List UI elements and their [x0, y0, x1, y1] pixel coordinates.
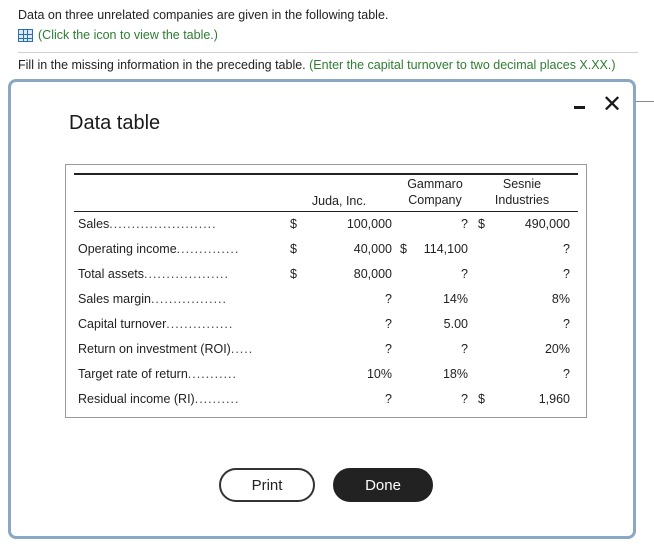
header-sesnie-line2: Industries — [494, 193, 550, 207]
row-label-text: Capital turnover — [78, 317, 167, 331]
cell-gammaro: ? — [461, 342, 468, 356]
cell-juda: ? — [385, 342, 392, 356]
data-table-dialog: Data table ✕ Juda, Inc. Gammaro Company … — [8, 79, 636, 539]
currency-symbol: $ — [478, 217, 485, 231]
row-label: Operating income.............. — [78, 242, 239, 256]
cell-juda: ? — [385, 292, 392, 306]
cell-sesnie: 1,960 — [538, 392, 570, 406]
dialog-connector-line — [630, 101, 654, 102]
cell-gammaro: 14% — [442, 292, 468, 306]
cell-sesnie: ? — [563, 267, 570, 281]
currency-symbol: $ — [290, 267, 297, 281]
currency-symbol: $ — [400, 242, 407, 256]
divider — [18, 52, 638, 53]
currency-symbol: $ — [290, 217, 297, 231]
leader-dots: ............... — [166, 317, 234, 331]
cell-juda: 100,000 — [346, 217, 392, 231]
header-sesnie-line1: Sesnie — [502, 177, 542, 191]
cell-juda: ? — [385, 392, 392, 406]
leader-dots: .......... — [194, 392, 240, 406]
question-text: Data on three unrelated companies are gi… — [18, 8, 389, 22]
table-grid-icon[interactable] — [18, 28, 33, 42]
instruction-main: Fill in the missing information in the p… — [18, 58, 306, 72]
cell-sesnie: 490,000 — [524, 217, 570, 231]
row-label-text: Target rate of return — [78, 367, 188, 381]
cell-gammaro: 18% — [442, 367, 468, 381]
cell-juda: 80,000 — [353, 267, 392, 281]
row-label: Return on investment (ROI)..... — [78, 342, 253, 356]
minimize-icon[interactable] — [572, 97, 588, 115]
cell-sesnie: 8% — [551, 292, 570, 306]
print-button[interactable]: Print — [219, 468, 315, 502]
row-label-text: Sales margin — [78, 292, 151, 306]
leader-dots: .............. — [176, 242, 240, 256]
view-table-link-label[interactable]: (Click the icon to view the table.) — [38, 28, 218, 42]
header-gammaro-line2: Company — [408, 193, 462, 207]
row-label-text: Total assets — [78, 267, 145, 281]
leader-dots: ........... — [187, 367, 237, 381]
close-icon[interactable]: ✕ — [601, 91, 623, 118]
leader-dots: ........................ — [109, 217, 217, 231]
instruction-text: Fill in the missing information in the p… — [18, 58, 616, 72]
cell-gammaro: 5.00 — [443, 317, 468, 331]
cell-juda: ? — [385, 317, 392, 331]
row-label: Sales margin................. — [78, 292, 227, 306]
header-underline — [74, 211, 578, 212]
done-button[interactable]: Done — [333, 468, 433, 502]
cell-sesnie: ? — [563, 317, 570, 331]
cell-gammaro: 114,100 — [423, 242, 468, 256]
leader-dots: ................... — [144, 267, 230, 281]
cell-gammaro: ? — [461, 217, 468, 231]
row-label-text: Residual income (RI) — [78, 392, 195, 406]
data-table: Juda, Inc. Gammaro Company Sesnie Indust… — [65, 164, 587, 418]
cell-juda: 10% — [366, 367, 392, 381]
cell-sesnie: 20% — [544, 342, 570, 356]
row-label: Capital turnover............... — [78, 317, 233, 331]
table-top-rule — [74, 173, 578, 175]
row-label-text: Return on investment (ROI) — [78, 342, 231, 356]
header-juda: Juda, Inc. — [311, 194, 367, 208]
row-label: Target rate of return........... — [78, 367, 237, 381]
cell-gammaro: ? — [461, 392, 468, 406]
row-label: Total assets................... — [78, 267, 229, 281]
dialog-title: Data table — [69, 112, 161, 134]
currency-symbol: $ — [478, 392, 485, 406]
header-gammaro-line1: Gammaro — [407, 177, 463, 191]
leader-dots: ..... — [230, 342, 254, 356]
cell-sesnie: ? — [563, 242, 570, 256]
row-label: Residual income (RI).......... — [78, 392, 239, 406]
cell-sesnie: ? — [563, 367, 570, 381]
cell-juda: 40,000 — [353, 242, 392, 256]
instruction-hint: (Enter the capital turnover to two decim… — [309, 58, 616, 72]
view-table-link[interactable]: (Click the icon to view the table.) — [18, 28, 218, 42]
spacer — [74, 289, 578, 290]
cell-gammaro: ? — [461, 267, 468, 281]
row-label: Sales........................ — [78, 217, 217, 231]
leader-dots: ................. — [150, 292, 227, 306]
row-label-text: Sales — [78, 217, 110, 231]
currency-symbol: $ — [290, 242, 297, 256]
row-label-text: Operating income — [78, 242, 177, 256]
